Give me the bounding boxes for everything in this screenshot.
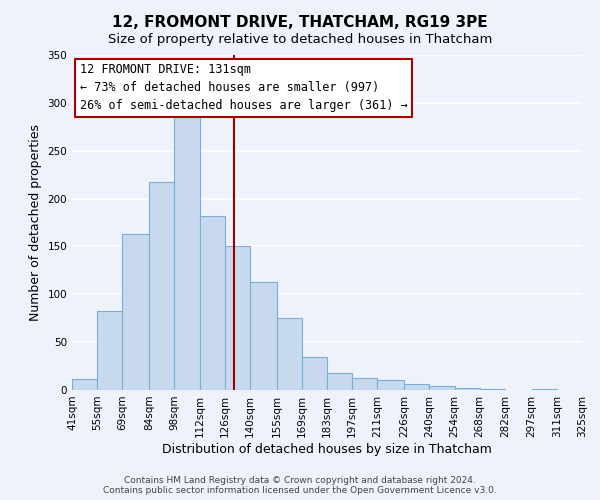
Bar (122, 234, 149, 390)
Bar (149, 182, 175, 390)
Bar (199, 216, 224, 390)
Bar (72, 380, 97, 390)
Bar (250, 282, 277, 390)
Bar (97, 310, 122, 390)
Bar (302, 356, 327, 390)
Text: 12, FROMONT DRIVE, THATCHAM, RG19 3PE: 12, FROMONT DRIVE, THATCHAM, RG19 3PE (112, 15, 488, 30)
Bar (377, 380, 404, 390)
Bar (404, 384, 430, 390)
Text: Size of property relative to detached houses in Thatcham: Size of property relative to detached ho… (108, 32, 492, 46)
Y-axis label: Number of detached properties: Number of detached properties (29, 124, 42, 321)
Text: Contains HM Land Registry data © Crown copyright and database right 2024.
Contai: Contains HM Land Registry data © Crown c… (103, 476, 497, 495)
Text: 12 FROMONT DRIVE: 131sqm
← 73% of detached houses are smaller (997)
26% of semi-: 12 FROMONT DRIVE: 131sqm ← 73% of detach… (80, 64, 407, 112)
Bar (327, 373, 352, 390)
X-axis label: Distribution of detached houses by size in Thatcham: Distribution of detached houses by size … (162, 442, 492, 456)
Bar (479, 389, 505, 390)
Bar (532, 389, 557, 390)
Bar (175, 116, 199, 390)
Bar (224, 246, 250, 390)
Bar (277, 318, 302, 390)
Bar (352, 378, 377, 390)
Bar (455, 388, 479, 390)
Bar (430, 386, 455, 390)
